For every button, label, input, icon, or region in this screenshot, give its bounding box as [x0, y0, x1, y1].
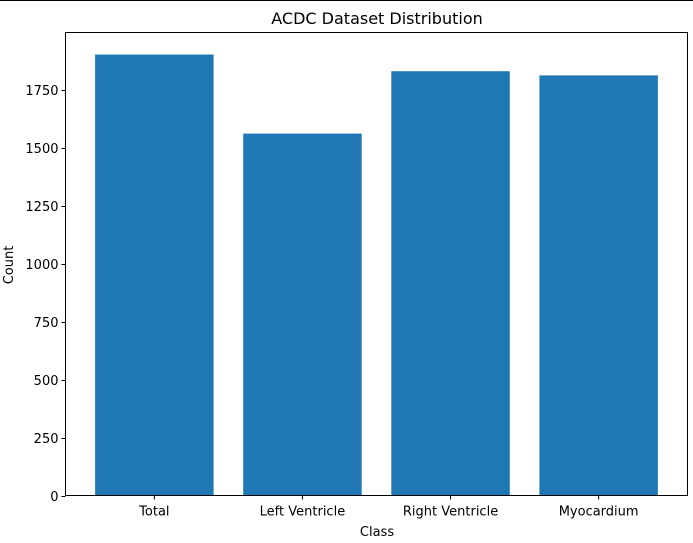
- x-tick-label: Right Ventricle: [403, 505, 498, 520]
- y-tick-label: 1250: [25, 200, 58, 215]
- y-tick-label: 500: [34, 374, 59, 389]
- y-tick-label: 0: [50, 490, 58, 505]
- bar-left-ventricle: [243, 133, 362, 496]
- y-tick-label: 750: [34, 316, 59, 331]
- x-tick-label: Myocardium: [559, 505, 639, 520]
- x-axis-label: Class: [360, 525, 394, 540]
- bar-series: [95, 54, 658, 496]
- y-tick-label: 250: [34, 432, 59, 447]
- y-axis-label: Count: [2, 246, 17, 285]
- x-axis: Total Left Ventricle Right Ventricle Myocar…: [138, 495, 639, 520]
- x-tick-label: Left Ventricle: [260, 505, 346, 520]
- y-tick-label: 1500: [25, 142, 58, 157]
- y-tick-label: 1750: [25, 84, 58, 99]
- plot-area: [65, 32, 688, 496]
- bar-myocardium: [539, 75, 658, 496]
- y-tick-label: 1000: [25, 258, 58, 273]
- y-axis: 0 250 500 750 1000 1250 1500 1750: [25, 84, 66, 505]
- bar-total: [95, 54, 214, 496]
- bar-right-ventricle: [391, 71, 510, 496]
- x-tick-label: Total: [138, 505, 169, 520]
- chart-title: ACDC Dataset Distribution: [271, 9, 483, 28]
